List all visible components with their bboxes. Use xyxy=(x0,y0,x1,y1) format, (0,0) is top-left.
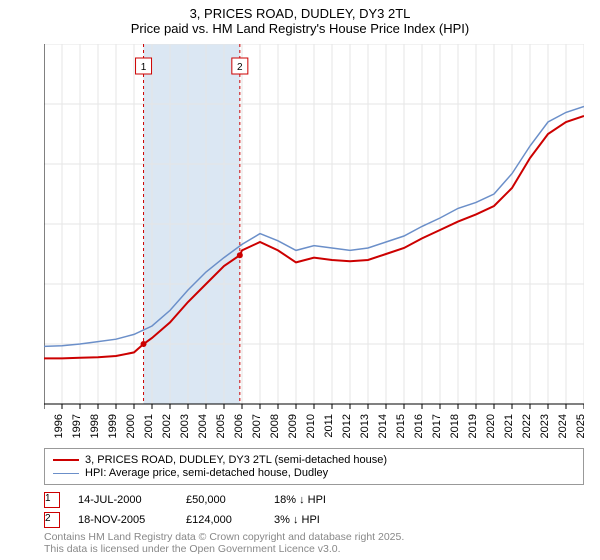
svg-text:2003: 2003 xyxy=(179,414,191,438)
svg-text:2018: 2018 xyxy=(449,414,461,438)
title-address: 3, PRICES ROAD, DUDLEY, DY3 2TL xyxy=(0,6,600,21)
svg-text:2011: 2011 xyxy=(323,414,335,438)
marker-row-2: 2 18-NOV-2005 £124,000 3% ↓ HPI xyxy=(44,512,354,528)
marker-pct-1: 18% ↓ HPI xyxy=(274,494,354,506)
svg-text:2023: 2023 xyxy=(539,414,551,438)
marker-table: 1 14-JUL-2000 £50,000 18% ↓ HPI 2 18-NOV… xyxy=(44,492,354,532)
legend-item-property: 3, PRICES ROAD, DUDLEY, DY3 2TL (semi-de… xyxy=(53,454,575,466)
attribution-line2: This data is licensed under the Open Gov… xyxy=(44,543,404,556)
marker-date-2: 18-NOV-2005 xyxy=(78,514,168,526)
svg-text:2005: 2005 xyxy=(215,414,227,438)
chart-plot-area: £0£50K£100K£150K£200K£250K£300K199519961… xyxy=(44,44,584,404)
svg-text:2010: 2010 xyxy=(305,414,317,438)
svg-text:2015: 2015 xyxy=(395,414,407,438)
svg-text:1999: 1999 xyxy=(107,414,119,438)
marker-badge-1: 1 xyxy=(44,492,60,508)
svg-text:2025: 2025 xyxy=(575,414,584,438)
marker-price-2: £124,000 xyxy=(186,514,256,526)
svg-text:2004: 2004 xyxy=(197,414,209,438)
svg-text:1996: 1996 xyxy=(53,414,65,438)
svg-text:2008: 2008 xyxy=(269,414,281,438)
svg-text:1997: 1997 xyxy=(71,414,83,438)
svg-text:2019: 2019 xyxy=(467,414,479,438)
svg-text:2006: 2006 xyxy=(233,414,245,438)
svg-text:2016: 2016 xyxy=(413,414,425,438)
title-subtitle: Price paid vs. HM Land Registry's House … xyxy=(0,21,600,36)
svg-text:2014: 2014 xyxy=(377,414,389,438)
svg-text:2020: 2020 xyxy=(485,414,497,438)
marker-date-1: 14-JUL-2000 xyxy=(78,494,168,506)
marker-badge-2: 2 xyxy=(44,512,60,528)
chart-title-block: 3, PRICES ROAD, DUDLEY, DY3 2TL Price pa… xyxy=(0,0,600,36)
svg-text:2000: 2000 xyxy=(125,414,137,438)
svg-text:2012: 2012 xyxy=(341,414,353,438)
marker-pct-2: 3% ↓ HPI xyxy=(274,514,354,526)
legend-swatch-hpi xyxy=(53,473,79,474)
legend-item-hpi: HPI: Average price, semi-detached house,… xyxy=(53,467,575,479)
svg-text:2002: 2002 xyxy=(161,414,173,438)
svg-text:2007: 2007 xyxy=(251,414,263,438)
svg-text:2021: 2021 xyxy=(503,414,515,438)
svg-text:2024: 2024 xyxy=(557,414,569,438)
svg-text:1998: 1998 xyxy=(89,414,101,438)
legend-label-hpi: HPI: Average price, semi-detached house,… xyxy=(85,467,328,479)
svg-text:2017: 2017 xyxy=(431,414,443,438)
svg-text:1995: 1995 xyxy=(44,414,47,438)
marker-price-1: £50,000 xyxy=(186,494,256,506)
attribution: Contains HM Land Registry data © Crown c… xyxy=(44,531,404,556)
legend: 3, PRICES ROAD, DUDLEY, DY3 2TL (semi-de… xyxy=(44,448,584,485)
svg-text:2009: 2009 xyxy=(287,414,299,438)
svg-text:2013: 2013 xyxy=(359,414,371,438)
legend-label-property: 3, PRICES ROAD, DUDLEY, DY3 2TL (semi-de… xyxy=(85,454,387,466)
attribution-line1: Contains HM Land Registry data © Crown c… xyxy=(44,531,404,544)
marker-row-1: 1 14-JUL-2000 £50,000 18% ↓ HPI xyxy=(44,492,354,508)
svg-text:1: 1 xyxy=(141,62,147,73)
legend-swatch-property xyxy=(53,459,79,461)
svg-text:2022: 2022 xyxy=(521,414,533,438)
svg-text:2001: 2001 xyxy=(143,414,155,438)
svg-text:2: 2 xyxy=(237,62,243,73)
